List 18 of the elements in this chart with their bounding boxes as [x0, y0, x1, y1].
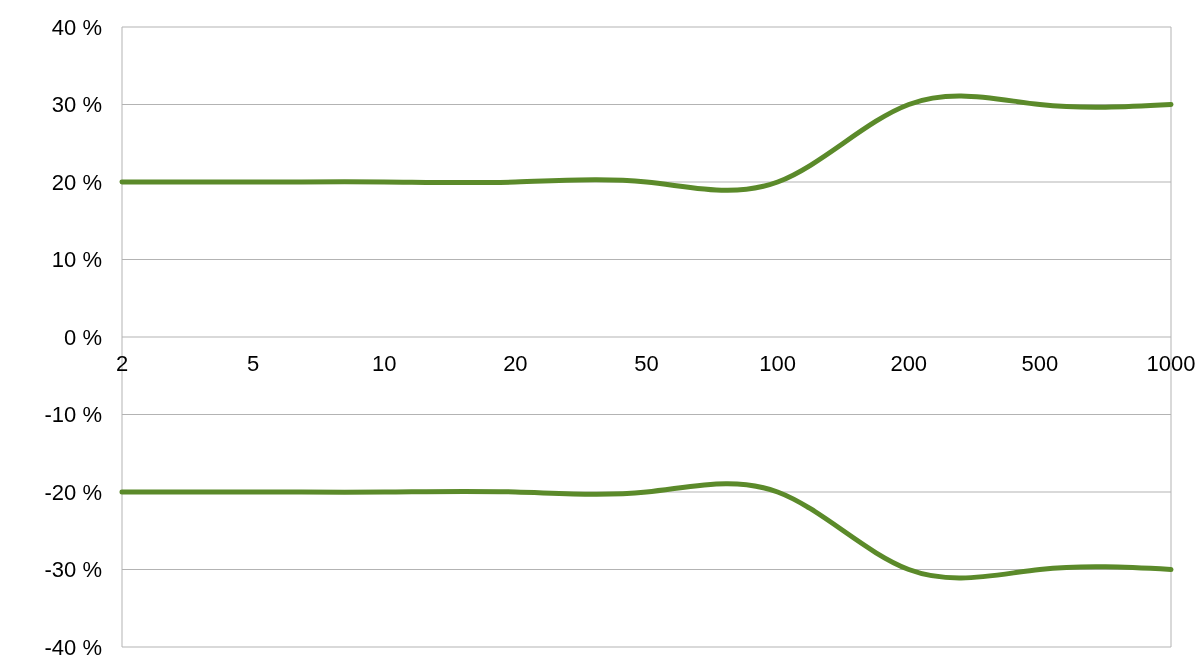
- y-tick-label: 20 %: [51, 169, 102, 195]
- y-tick-label: -40 %: [44, 634, 102, 660]
- x-tick-label: 100: [759, 351, 796, 376]
- y-tick-label: -10 %: [44, 402, 102, 428]
- x-tick-label: 10: [372, 351, 397, 376]
- x-tick-label: 200: [890, 351, 928, 376]
- y-tick-label: 10 %: [51, 247, 102, 273]
- y-tick-label: -30 %: [44, 557, 102, 583]
- x-tick-label: 50: [634, 351, 659, 376]
- y-tick-label: -20 %: [44, 479, 102, 505]
- x-tick-label: 5: [247, 351, 260, 376]
- y-tick-label: 30 %: [51, 92, 102, 118]
- x-tick-label: 500: [1021, 351, 1059, 376]
- y-tick-label: 40 %: [51, 14, 102, 40]
- x-tick-label: 20: [503, 351, 528, 376]
- x-tick-label: 2: [115, 351, 129, 376]
- x-tick-label: 1000: [1146, 351, 1196, 376]
- y-tick-label: 0 %: [64, 324, 102, 350]
